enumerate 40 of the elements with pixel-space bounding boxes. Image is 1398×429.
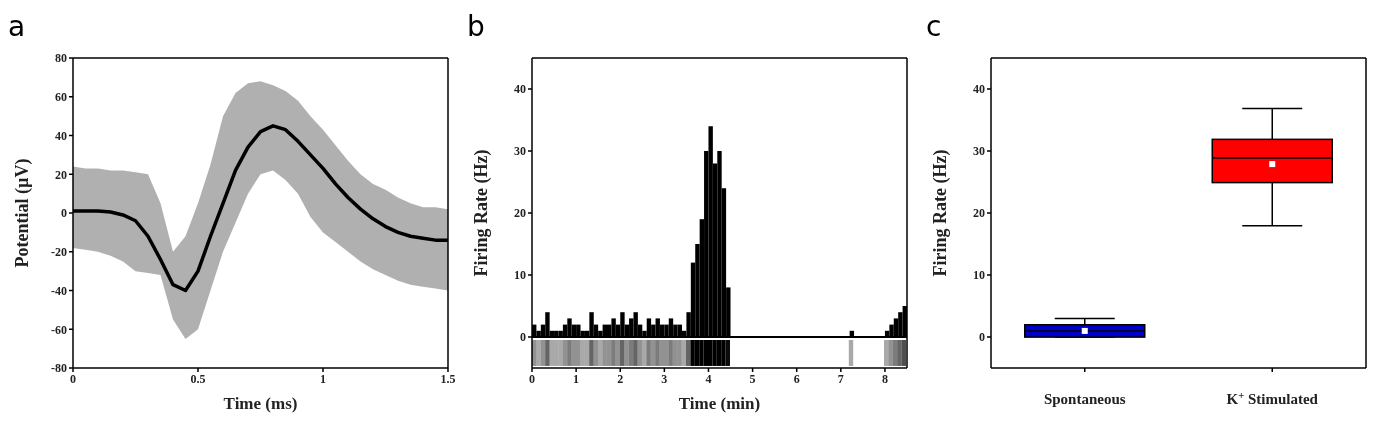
- y-tick-label: -80: [51, 361, 67, 376]
- x-tick-label: 4: [705, 371, 712, 386]
- y-tick-label: 40: [55, 128, 67, 143]
- y-tick-label: 0: [61, 206, 67, 221]
- y-tick-label: 80: [55, 51, 67, 66]
- y-tick-label: 0: [520, 330, 526, 345]
- x-tick-label: 7: [837, 371, 844, 386]
- x-tick-label: 8: [881, 371, 888, 386]
- y-axis-title: Firing Rate (Hz): [471, 149, 493, 277]
- x-tick-label: 1: [573, 371, 580, 386]
- y-tick-label: 30: [514, 144, 526, 159]
- chart-title: a: [8, 10, 26, 43]
- x-tick-label: 2: [617, 371, 624, 386]
- y-tick-label: -60: [51, 322, 67, 337]
- x-tick-label: K$^{+}$ Stimulated: [1226, 389, 1319, 407]
- x-tick-label: 1: [320, 371, 326, 386]
- y-tick-label: 40: [514, 82, 526, 97]
- x-tick-label: 0.5: [190, 371, 206, 386]
- y-tick-label: 40: [973, 82, 985, 97]
- y-tick-label: 20: [514, 206, 526, 221]
- x-tick-label: 5: [749, 371, 756, 386]
- y-tick-label: 20: [973, 206, 985, 221]
- y-axis-title: Firing Rate (Hz): [930, 149, 952, 277]
- y-tick-label: -20: [51, 245, 67, 260]
- y-tick-label: 0: [979, 330, 985, 345]
- x-tick-label: 1.5: [440, 371, 456, 386]
- x-axis-title: Time (min): [678, 394, 761, 413]
- y-tick-label: 60: [55, 90, 67, 105]
- y-axis-title: Potential (µV): [12, 158, 34, 268]
- x-axis-title: Time (ms): [223, 394, 298, 413]
- x-tick-label: Spontaneous: [1043, 391, 1126, 407]
- x-tick-label: 6: [793, 371, 800, 386]
- y-tick-label: -40: [51, 283, 67, 298]
- y-tick-label: 10: [973, 268, 985, 283]
- y-tick-label: 30: [973, 144, 985, 159]
- y-tick-label: 10: [514, 268, 526, 283]
- chart-title: b: [467, 10, 485, 43]
- x-tick-label: 3: [661, 371, 668, 386]
- y-tick-label: 20: [55, 167, 67, 182]
- chart-title: c: [926, 10, 942, 43]
